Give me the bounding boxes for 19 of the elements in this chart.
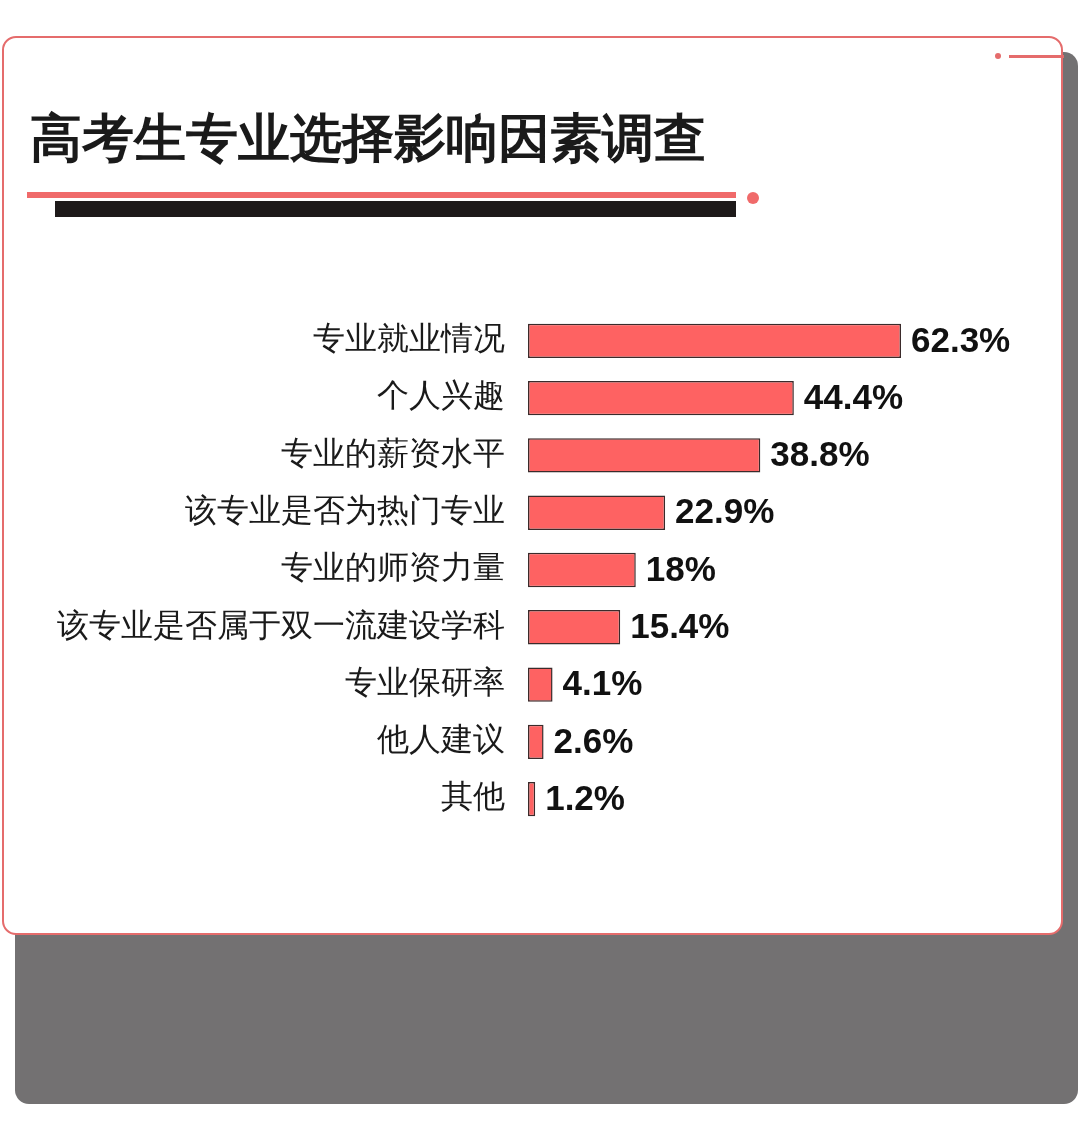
data-label: 1.2% — [545, 777, 625, 817]
data-label: 44.4% — [803, 376, 904, 416]
data-label: 22.9% — [675, 491, 775, 531]
data-label: 15.4% — [630, 605, 730, 645]
data-label: 4.1% — [562, 663, 643, 703]
y-tick-label: 专业就业情况 — [313, 319, 505, 358]
y-tick-label: 他人建议 — [377, 720, 505, 759]
y-tick-label: 专业的师资力量 — [281, 548, 505, 587]
y-tick-label: 专业保研率 — [345, 662, 505, 701]
y-tick-label: 该专业是否属于双一流建设学科 — [57, 605, 505, 644]
chart-title: 高考生专业选择影响因素调查 — [30, 107, 706, 169]
data-label: 62.3% — [911, 319, 1011, 359]
y-tick-label: 该专业是否为热门专业 — [185, 491, 505, 530]
y-tick-label: 其他 — [441, 777, 505, 816]
data-label: 38.8% — [770, 434, 870, 474]
data-label: 18% — [645, 548, 716, 588]
data-label: 2.6% — [553, 720, 634, 760]
y-tick-label: 个人兴趣 — [377, 376, 505, 415]
y-tick-label: 专业的薪资水平 — [281, 433, 505, 472]
